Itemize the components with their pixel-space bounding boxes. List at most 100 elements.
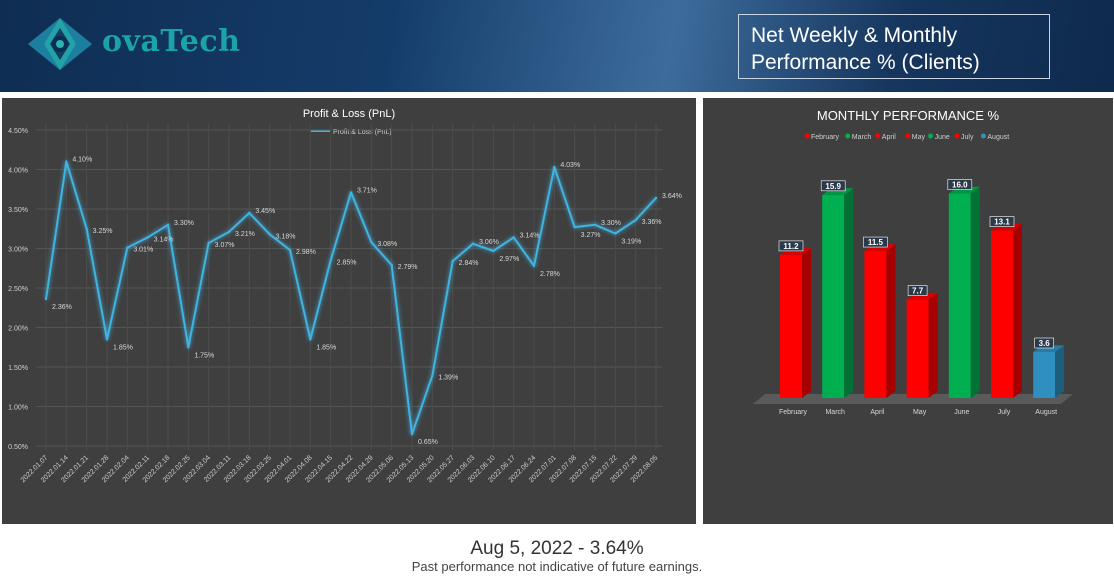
pnl-data-label: 3.18%: [276, 233, 296, 240]
monthly-x-tick-label: March: [825, 409, 845, 416]
pnl-data-label: 2.98%: [296, 249, 316, 256]
monthly-bar-front: [991, 230, 1013, 398]
pnl-data-point: [370, 240, 373, 244]
logo-text: ovaTech: [102, 24, 241, 59]
logo-diamond-icon: [28, 18, 92, 70]
monthly-bar-side: [1013, 223, 1022, 398]
monthly-bar-label-box: [778, 240, 804, 252]
pnl-data-label: 3.21%: [235, 231, 255, 238]
monthly-chart-title: MONTHLY PERFORMANCE %: [817, 108, 1000, 123]
pnl-legend-label: Profit & Loss (PnL): [333, 129, 392, 136]
monthly-bar-label: 13.1: [994, 218, 1010, 227]
pnl-line-chart: Profit & Loss (PnL) Profit & Loss (PnL) …: [8, 108, 682, 484]
monthly-bar: 3.6: [1033, 337, 1065, 398]
pnl-chart-panel: Profit & Loss (PnL) Profit & Loss (PnL) …: [2, 98, 696, 524]
pnl-data-label: 3.30%: [601, 220, 621, 227]
company-logo: ovaTech: [26, 16, 240, 76]
pnl-data-label: 2.97%: [499, 256, 519, 263]
pnl-data-point: [126, 246, 129, 249]
pnl-data-label: 3.36%: [642, 219, 662, 226]
pnl-data-label: 3.07%: [215, 242, 235, 249]
pnl-data-point: [227, 230, 231, 234]
bar-legend-label: July: [961, 134, 974, 141]
pnl-y-tick-label: 1.50%: [8, 365, 28, 372]
pnl-data-point: [593, 223, 597, 226]
pnl-data-point: [471, 242, 475, 245]
monthly-x-tick-label: April: [870, 409, 884, 416]
monthly-bar-front: [864, 251, 887, 398]
monthly-x-tick-label: July: [998, 409, 1011, 416]
header-banner: ovaTech Net Weekly & Monthly Performance…: [0, 0, 1114, 92]
monthly-bar-side: [970, 186, 980, 398]
page-title: Net Weekly & Monthly Performance % (Clie…: [738, 14, 1050, 79]
bar-legend-swatch: [954, 133, 960, 139]
monthly-chart-panel: MONTHLY PERFORMANCE % February March April…: [703, 98, 1113, 524]
monthly-x-tick-label: June: [954, 409, 969, 416]
pnl-data-point: [207, 241, 210, 245]
pnl-data-point: [431, 374, 434, 377]
footer-headline: Aug 5, 2022 - 3.64%: [470, 538, 644, 559]
pnl-y-tick-label: 3.00%: [8, 247, 28, 254]
pnl-data-point: [146, 236, 149, 239]
monthly-bar: 13.1: [989, 216, 1022, 398]
monthly-bar-front: [906, 299, 929, 398]
pnl-data-label: 3.25%: [93, 228, 113, 235]
monthly-bar-front: [822, 194, 845, 398]
pnl-data-point: [512, 236, 515, 239]
bar-legend-label: August: [987, 134, 1009, 141]
pnl-data-label: 3.45%: [255, 208, 275, 215]
pnl-data-label: 3.06%: [479, 239, 499, 246]
footer-disclaimer: Past performance not indicative of futur…: [411, 559, 703, 574]
monthly-bar: 11.2: [778, 240, 811, 398]
monthly-bar-side: [1055, 345, 1065, 398]
pnl-y-tick-label: 4.00%: [8, 168, 28, 175]
monthly-bar-label: 7.7: [912, 287, 924, 296]
page-title-line2: Performance % (Clients): [751, 51, 980, 74]
pnl-data-label: 2.79%: [398, 264, 418, 271]
monthly-bar-label-box: [820, 180, 846, 192]
pnl-data-point: [329, 259, 332, 262]
monthly-bar-label: 3.6: [1039, 339, 1051, 348]
monthly-bar-front: [948, 193, 971, 398]
pnl-data-label: 1.85%: [316, 344, 336, 351]
page-title-line1: Net Weekly & Monthly: [751, 24, 958, 47]
pnl-data-label: 3.14%: [154, 236, 174, 243]
pnl-y-tick-label: 2.50%: [8, 286, 28, 293]
pnl-data-point: [634, 218, 637, 222]
pnl-data-point: [390, 263, 393, 267]
pnl-data-point: [573, 225, 576, 229]
pnl-chart-title: Profit & Loss (PnL): [303, 108, 395, 120]
pnl-data-label: 4.03%: [560, 162, 580, 169]
pnl-data-point: [105, 338, 109, 341]
pnl-data-point: [44, 297, 48, 301]
monthly-bar-label: 16.0: [952, 181, 968, 190]
bar-legend-swatch: [875, 133, 881, 139]
pnl-data-label: 4.10%: [72, 157, 92, 164]
pnl-data-label: 1.75%: [194, 352, 214, 359]
monthly-bar-front: [780, 254, 802, 398]
pnl-data-point: [248, 211, 251, 215]
pnl-data-label: 3.08%: [377, 241, 397, 248]
bar-legend-label: June: [935, 134, 950, 141]
pnl-data-label: 3.14%: [520, 232, 540, 239]
panel-gap: [0, 92, 1114, 98]
pnl-data-point: [410, 432, 414, 436]
pnl-data-point: [187, 346, 190, 349]
monthly-x-tick-label: February: [779, 409, 808, 416]
pnl-data-point: [309, 338, 312, 341]
monthly-bar-label-box: [947, 179, 973, 190]
monthly-x-tick-label: May: [913, 409, 927, 416]
pnl-data-label: 3.27%: [581, 232, 601, 239]
bar-legend-swatch: [905, 133, 911, 139]
pnl-data-point: [532, 264, 536, 268]
pnl-y-tick-label: 3.50%: [8, 207, 28, 214]
monthly-bar-label-box: [1034, 337, 1055, 349]
monthly-bar: 11.5: [863, 236, 896, 398]
bar-legend-label: April: [882, 134, 896, 141]
pnl-data-label: 2.78%: [540, 271, 560, 278]
pnl-data-label: 0.65%: [418, 439, 438, 446]
pnl-data-point: [654, 196, 658, 200]
pnl-data-point: [451, 259, 454, 263]
monthly-bar-label: 15.9: [825, 182, 841, 191]
pnl-data-label: 2.36%: [52, 304, 72, 311]
